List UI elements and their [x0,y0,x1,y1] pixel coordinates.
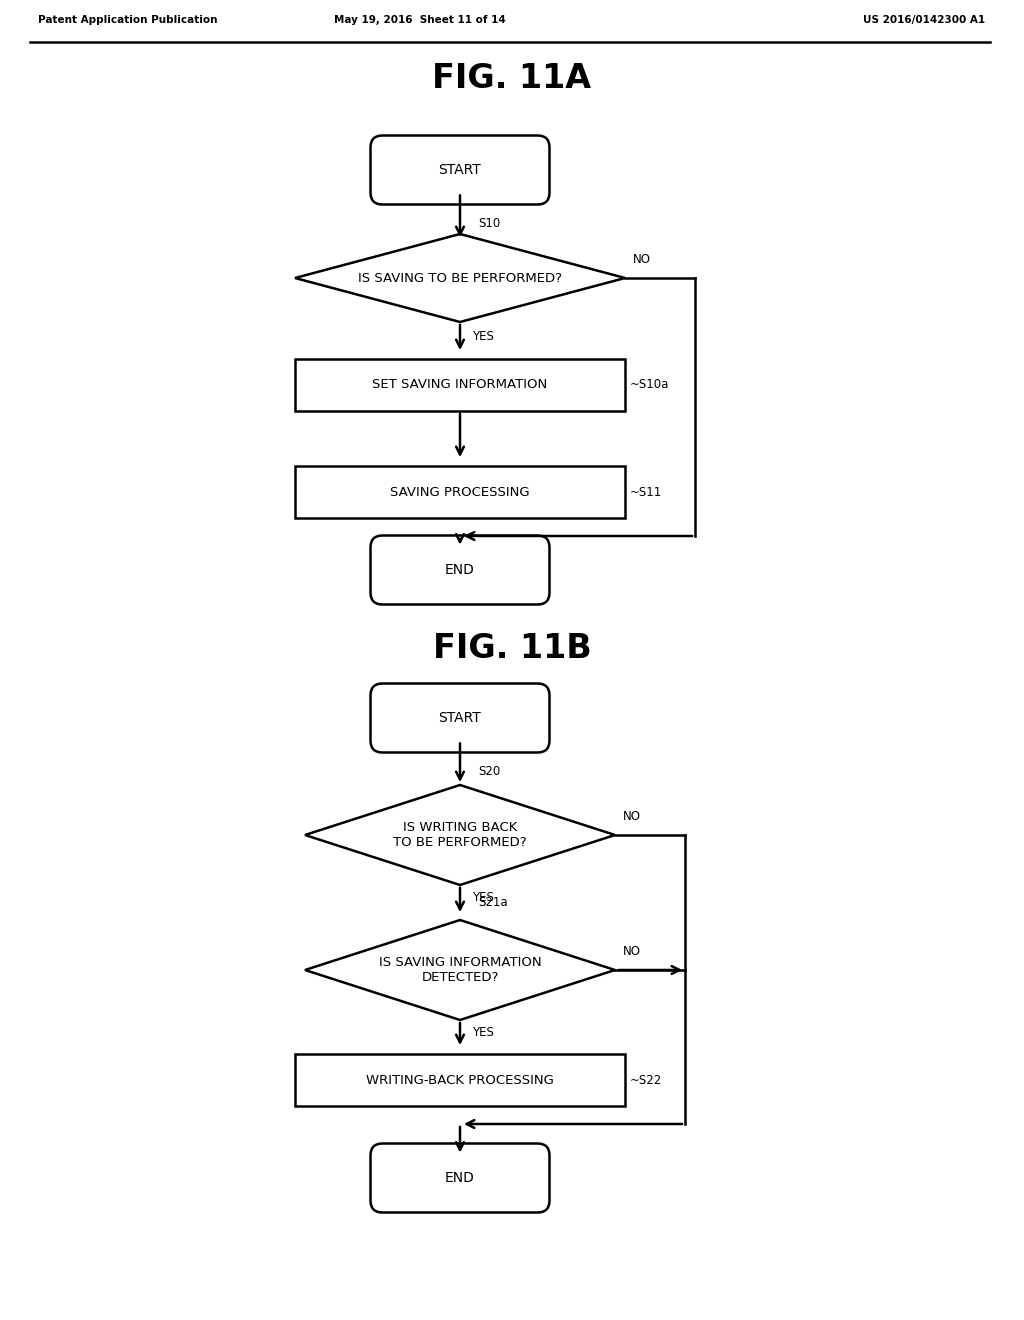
Text: Patent Application Publication: Patent Application Publication [38,15,217,25]
Text: May 19, 2016  Sheet 11 of 14: May 19, 2016 Sheet 11 of 14 [334,15,506,25]
Text: FIG. 11B: FIG. 11B [432,631,592,664]
Text: ~S11: ~S11 [630,486,663,499]
Text: IS SAVING TO BE PERFORMED?: IS SAVING TO BE PERFORMED? [358,272,562,285]
Text: YES: YES [472,1026,494,1039]
Text: YES: YES [472,891,494,904]
Text: S20: S20 [478,766,501,777]
FancyBboxPatch shape [371,536,550,605]
Text: SAVING PROCESSING: SAVING PROCESSING [390,486,529,499]
Text: END: END [445,1171,475,1185]
FancyBboxPatch shape [371,136,550,205]
FancyBboxPatch shape [371,684,550,752]
Text: US 2016/0142300 A1: US 2016/0142300 A1 [863,15,985,25]
Text: S21a: S21a [478,896,508,909]
Text: NO: NO [633,253,651,267]
Bar [295,359,625,411]
Text: IS SAVING INFORMATION
DETECTED?: IS SAVING INFORMATION DETECTED? [379,956,542,983]
Text: START: START [438,711,481,725]
Polygon shape [295,234,625,322]
Polygon shape [305,785,615,884]
Text: ~S10a: ~S10a [630,379,670,392]
Bar [295,466,625,517]
Polygon shape [305,920,615,1020]
Text: S10: S10 [478,216,501,230]
Text: NO: NO [623,810,641,822]
Text: ~S22: ~S22 [630,1073,663,1086]
Text: YES: YES [472,330,494,343]
FancyBboxPatch shape [371,1143,550,1213]
Text: END: END [445,564,475,577]
Text: IS WRITING BACK
TO BE PERFORMED?: IS WRITING BACK TO BE PERFORMED? [393,821,526,849]
Text: NO: NO [623,945,641,958]
Text: WRITING-BACK PROCESSING: WRITING-BACK PROCESSING [366,1073,554,1086]
Text: START: START [438,162,481,177]
Text: FIG. 11A: FIG. 11A [432,62,592,95]
Text: SET SAVING INFORMATION: SET SAVING INFORMATION [373,379,548,392]
Bar [295,1053,625,1106]
